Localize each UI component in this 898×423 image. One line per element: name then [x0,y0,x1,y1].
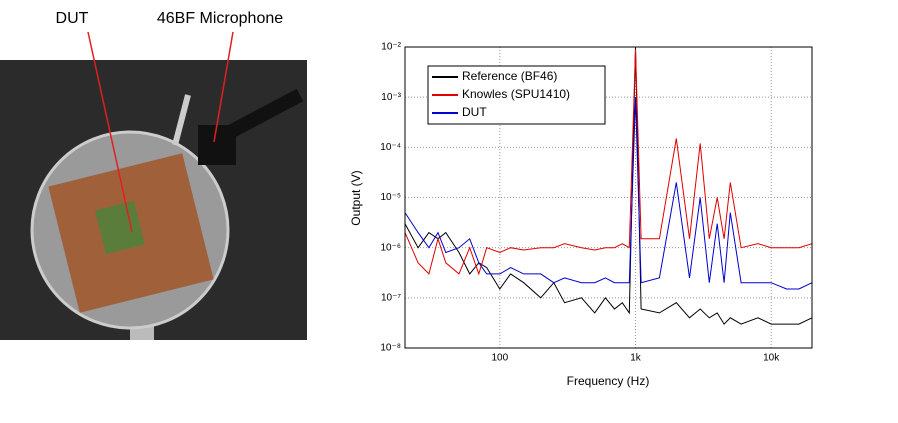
series-line [404,49,813,276]
y-tick-label: 10⁻⁵ [380,192,401,203]
legend-label: DUT [462,105,487,119]
legend-label: Knowles (SPU1410) [462,87,570,101]
x-axis-label: Frequency (Hz) [567,374,650,388]
arrow [87,31,133,233]
annotation: DUT [56,10,89,27]
y-tick-label: 10⁻⁶ [380,242,401,253]
microphone [172,94,191,146]
legend-label: Reference (BF46) [462,69,557,83]
y-tick-label: 10⁻⁷ [381,292,401,303]
plot-frame [404,46,813,349]
y-tick-label: 10⁻⁸ [380,343,401,354]
photo: DUT 46BF Microphone [0,10,307,340]
annotation: 46BF Microphone [157,10,283,27]
arrow [213,31,234,143]
mic-clamp [198,125,236,165]
y-tick-label: 10⁻³ [381,92,401,103]
dut-chip [95,200,145,255]
series-line [404,97,813,290]
series-line [404,46,813,325]
x-tick-label: 1k [630,353,642,364]
x-tick-label: 10k [763,353,780,364]
y-tick-label: 10⁻⁴ [380,142,401,153]
y-axis-label: Output (V) [349,170,363,225]
x-tick-label: 100 [491,353,508,364]
y-tick-label: 10⁻² [381,42,401,53]
